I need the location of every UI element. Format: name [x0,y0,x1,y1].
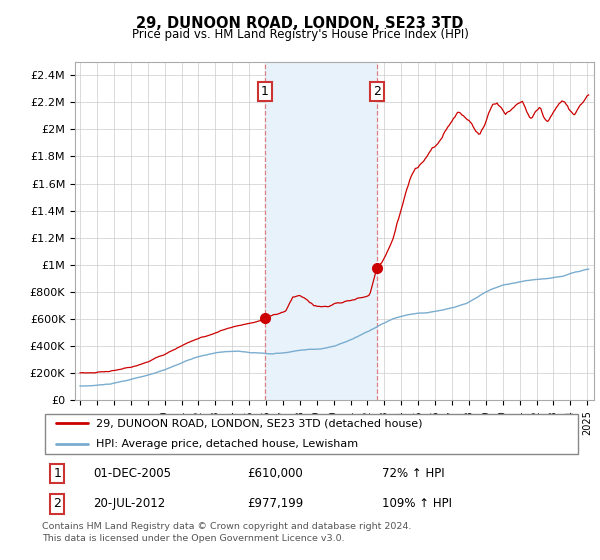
Text: 109% ↑ HPI: 109% ↑ HPI [382,497,452,510]
Text: 2: 2 [53,497,61,510]
Text: 1: 1 [261,85,269,98]
Text: 01-DEC-2005: 01-DEC-2005 [94,467,172,480]
Text: 29, DUNOON ROAD, LONDON, SE23 3TD (detached house): 29, DUNOON ROAD, LONDON, SE23 3TD (detac… [96,418,422,428]
Bar [265,62,377,400]
Text: 1: 1 [53,467,61,480]
Text: 20-JUL-2012: 20-JUL-2012 [94,497,166,510]
Text: 2: 2 [373,85,381,98]
Text: Price paid vs. HM Land Registry's House Price Index (HPI): Price paid vs. HM Land Registry's House … [131,28,469,41]
FancyBboxPatch shape [45,414,578,454]
Text: 72% ↑ HPI: 72% ↑ HPI [382,467,445,480]
Text: HPI: Average price, detached house, Lewisham: HPI: Average price, detached house, Lewi… [96,440,358,450]
Text: 29, DUNOON ROAD, LONDON, SE23 3TD: 29, DUNOON ROAD, LONDON, SE23 3TD [136,16,464,31]
Text: £977,199: £977,199 [247,497,304,510]
Text: £610,000: £610,000 [247,467,303,480]
Text: Contains HM Land Registry data © Crown copyright and database right 2024.
This d: Contains HM Land Registry data © Crown c… [42,522,412,543]
